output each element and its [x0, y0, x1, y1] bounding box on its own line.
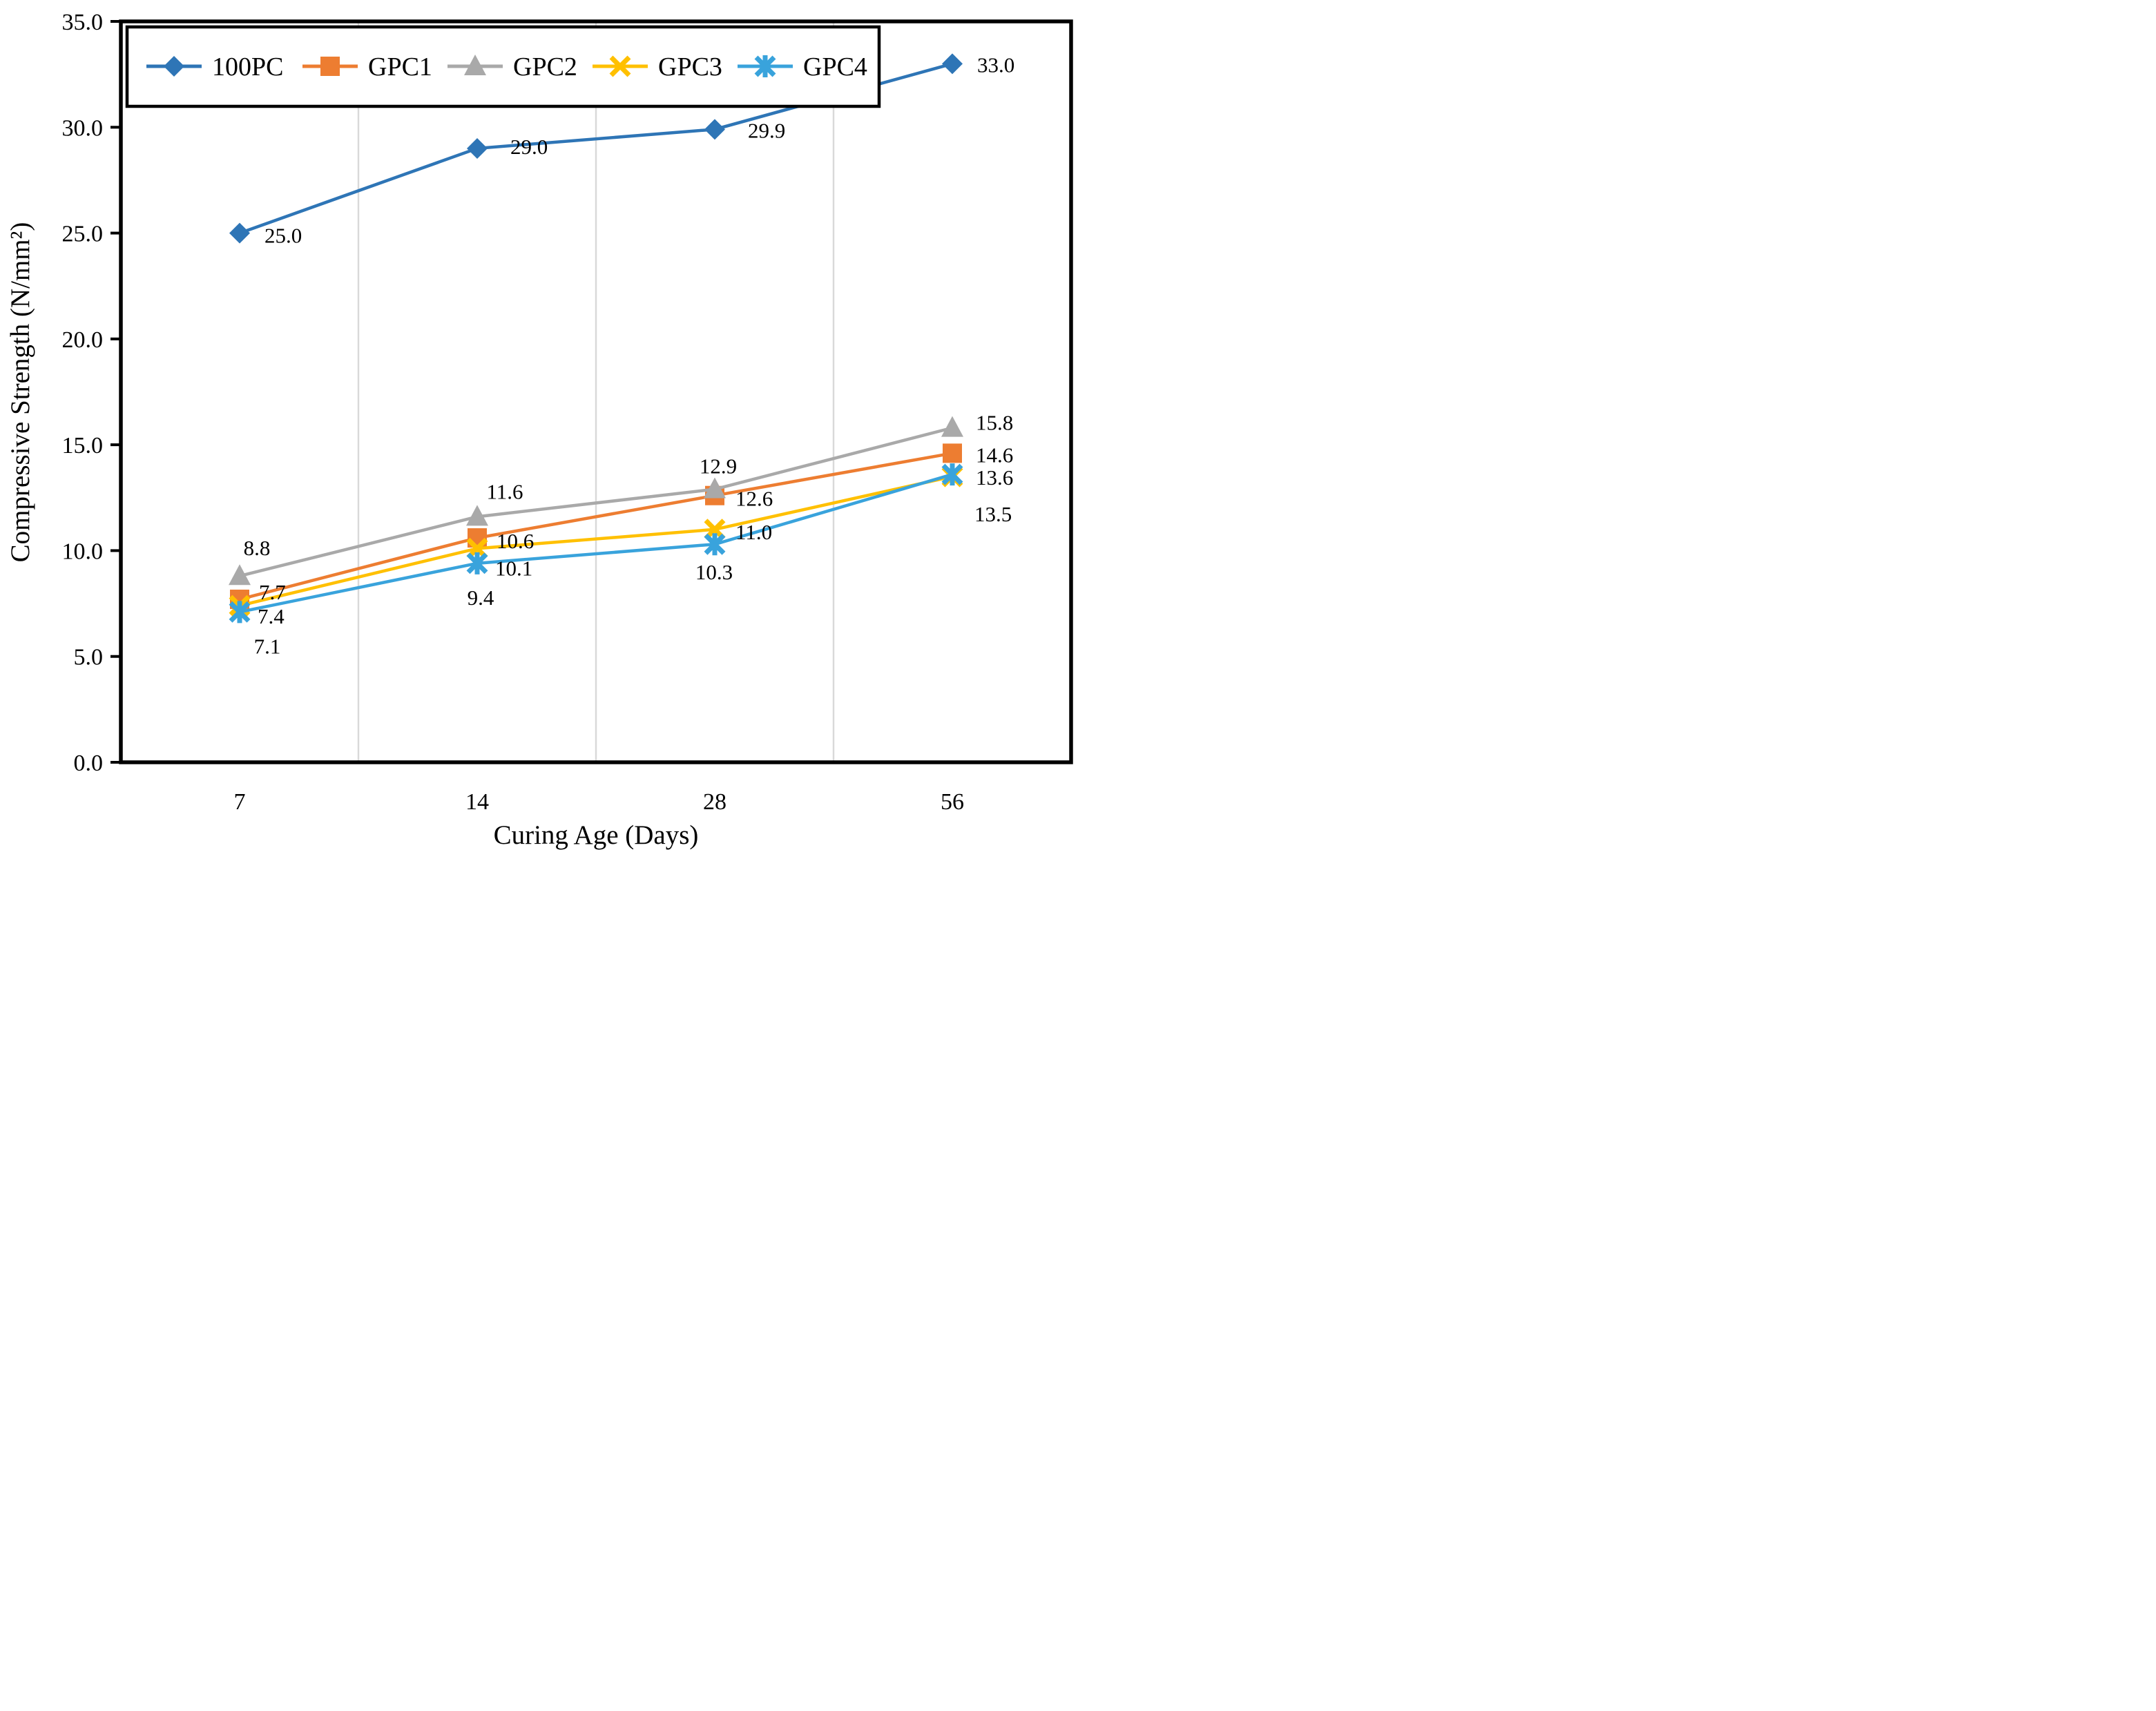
- legend-label-GPC1: GPC1: [368, 52, 432, 81]
- legend-marker-GPC3: [609, 55, 631, 77]
- y-tick-label: 10.0: [62, 539, 104, 564]
- data-label-100PC-28: 29.9: [748, 118, 785, 142]
- data-labels-layer: 25.0 29.0 29.9 33.0 7.7 10.6 12.6 14.6 8.8 11.6 12…: [244, 52, 1015, 658]
- y-tick-label: 15.0: [62, 433, 104, 458]
- legend-entry-GPC4: GPC4: [738, 52, 867, 81]
- series-line-GPC1: [239, 452, 953, 601]
- data-label-GPC4-28: 10.3: [695, 560, 733, 584]
- data-label-GPC4-7: 7.1: [254, 634, 281, 658]
- y-tick-label: 30.0: [62, 115, 104, 141]
- x-tick-label: 7: [234, 789, 246, 815]
- marker-GPC2-28: [704, 477, 726, 499]
- series-layer: [229, 53, 963, 624]
- marker-100PC-56: [942, 53, 963, 75]
- data-label-GPC1-28: 12.6: [735, 487, 773, 511]
- legend-marker-GPC1: [320, 57, 340, 76]
- legend-label-GPC4: GPC4: [803, 52, 867, 81]
- data-label-GPC3-7: 7.4: [258, 604, 285, 628]
- legend-marker-GPC4: [754, 55, 776, 77]
- legend-entry-GPC2: GPC2: [447, 52, 577, 81]
- legend-label-GPC3: GPC3: [658, 52, 722, 81]
- marker-GPC4-28: [704, 533, 726, 556]
- legend-entry-GPC1: GPC1: [302, 52, 432, 81]
- y-axis-title: Compressive Strength (N/mm²): [6, 222, 35, 563]
- marker-100PC-14: [467, 137, 488, 159]
- marker-GPC1-56: [943, 443, 962, 463]
- y-tick-label: 25.0: [62, 222, 104, 247]
- data-label-100PC-7: 25.0: [264, 224, 302, 248]
- data-label-GPC2-14: 11.6: [486, 479, 523, 503]
- series-GPC4: [229, 463, 963, 624]
- legend: 100PC GPC1 GPC2 GPC3 GPC4: [125, 25, 881, 108]
- legend-label-100PC: 100PC: [212, 52, 283, 81]
- data-label-GPC1-7: 7.7: [259, 580, 286, 604]
- legend-label-GPC2: GPC2: [513, 52, 577, 81]
- data-label-100PC-14: 29.0: [510, 135, 548, 159]
- data-label-GPC3-14: 10.1: [495, 556, 532, 580]
- marker-100PC-7: [229, 222, 250, 244]
- marker-GPC2-7: [229, 564, 251, 586]
- y-tick-label: 0.0: [74, 751, 104, 776]
- marker-100PC-28: [704, 119, 725, 140]
- plot-border: [119, 19, 1073, 764]
- axes: 0.0 5.0 10.0 15.0 20.0 25.0 30.0 35.0 7 14 28 56: [62, 10, 965, 815]
- data-label-GPC2-56: 15.8: [976, 411, 1013, 435]
- data-label-GPC3-56: 13.5: [974, 502, 1012, 526]
- marker-GPC4-14: [466, 552, 488, 574]
- x-tick-label: 56: [941, 789, 964, 815]
- x-tick-label: 14: [465, 789, 489, 815]
- marker-GPC2-14: [466, 505, 488, 526]
- compressive-strength-figure: 0.0 5.0 10.0 15.0 20.0 25.0 30.0 35.0 7 14 28 56 25…: [0, 0, 1078, 856]
- data-label-GPC1-56: 14.6: [976, 443, 1013, 467]
- legend-entry-100PC: 100PC: [146, 52, 283, 81]
- series-line-GPC3: [239, 474, 953, 608]
- gridlines: [357, 21, 835, 762]
- data-label-GPC2-28: 12.9: [700, 454, 737, 478]
- marker-GPC4-7: [229, 601, 251, 624]
- y-tick-label: 35.0: [62, 10, 104, 35]
- data-label-GPC3-28: 11.0: [735, 520, 772, 544]
- y-tick-label: 20.0: [62, 327, 104, 353]
- marker-GPC2-56: [941, 416, 963, 437]
- x-tick-label: 28: [703, 789, 726, 815]
- data-label-GPC2-7: 8.8: [244, 536, 271, 560]
- y-tick-label: 5.0: [74, 645, 104, 670]
- series-line-GPC4: [239, 472, 953, 614]
- data-label-GPC4-56: 13.6: [976, 465, 1013, 490]
- series-line-GPC2: [239, 426, 953, 578]
- compressive-strength-chart: 0.0 5.0 10.0 15.0 20.0 25.0 30.0 35.0 7 14 28 56 25…: [6, 10, 1073, 850]
- legend-marker-GPC2: [464, 55, 486, 75]
- marker-GPC4-56: [941, 463, 963, 486]
- data-label-100PC-56: 33.0: [977, 52, 1014, 77]
- data-label-GPC4-14: 9.4: [468, 586, 494, 610]
- data-label-GPC1-14: 10.6: [497, 529, 534, 553]
- series-GPC2: [229, 416, 963, 586]
- legend-entry-GPC3: GPC3: [593, 52, 722, 81]
- x-axis-title: Curing Age (Days): [494, 820, 699, 850]
- legend-marker-100PC: [164, 56, 184, 77]
